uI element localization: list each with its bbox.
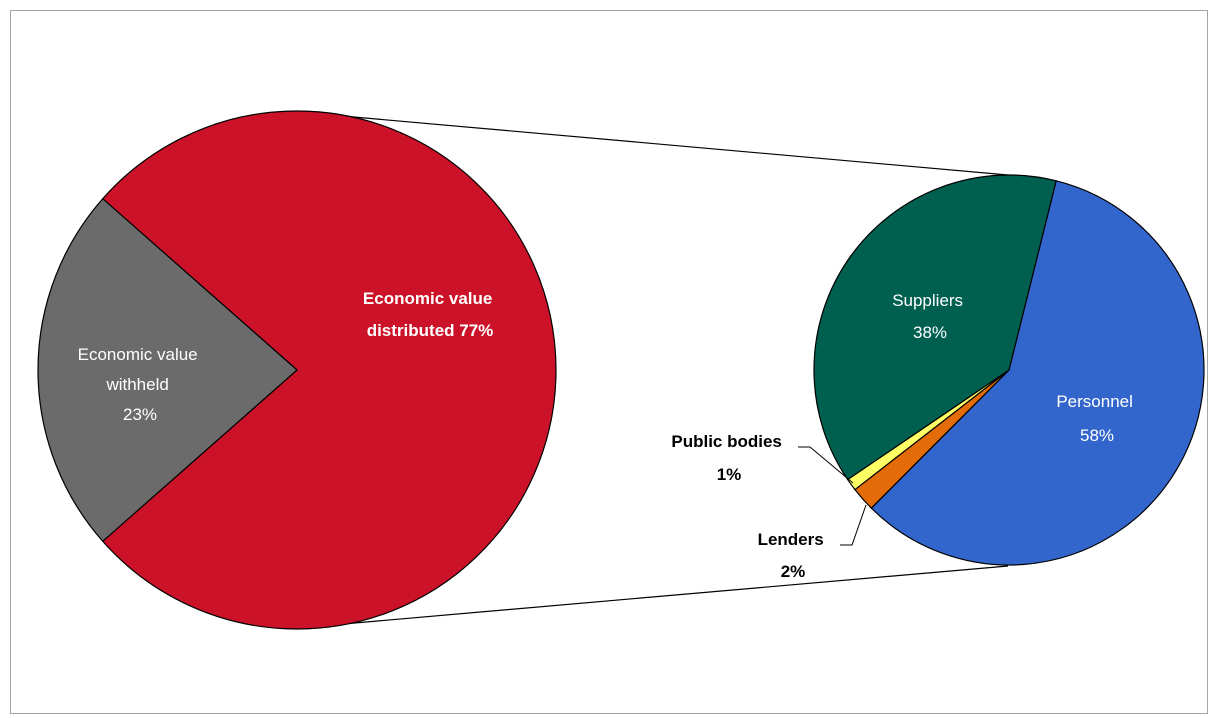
leader-line-public-bodies [798,446,854,484]
label-economic-value-withheld: Economic value withheld 23% [78,345,203,424]
connector-line-top [296,111,1009,176]
connector-line-bottom [296,565,1009,629]
leader-line-lenders [840,504,867,546]
pie-slice-suppliers [813,174,1057,481]
pie-slice-economic-value-distributed [101,110,557,630]
pie-slice-economic-value-withheld [37,197,298,543]
pie-slice-personnel [870,180,1205,566]
label-lenders: Lenders 2% [758,530,829,581]
label-suppliers: Suppliers 38% [892,291,968,342]
label-personnel: Personnel 58% [1056,392,1137,445]
label-public-bodies: Public bodies 1% [671,432,786,484]
label-economic-value-distributed: Economic value distributed 77% [363,289,497,340]
